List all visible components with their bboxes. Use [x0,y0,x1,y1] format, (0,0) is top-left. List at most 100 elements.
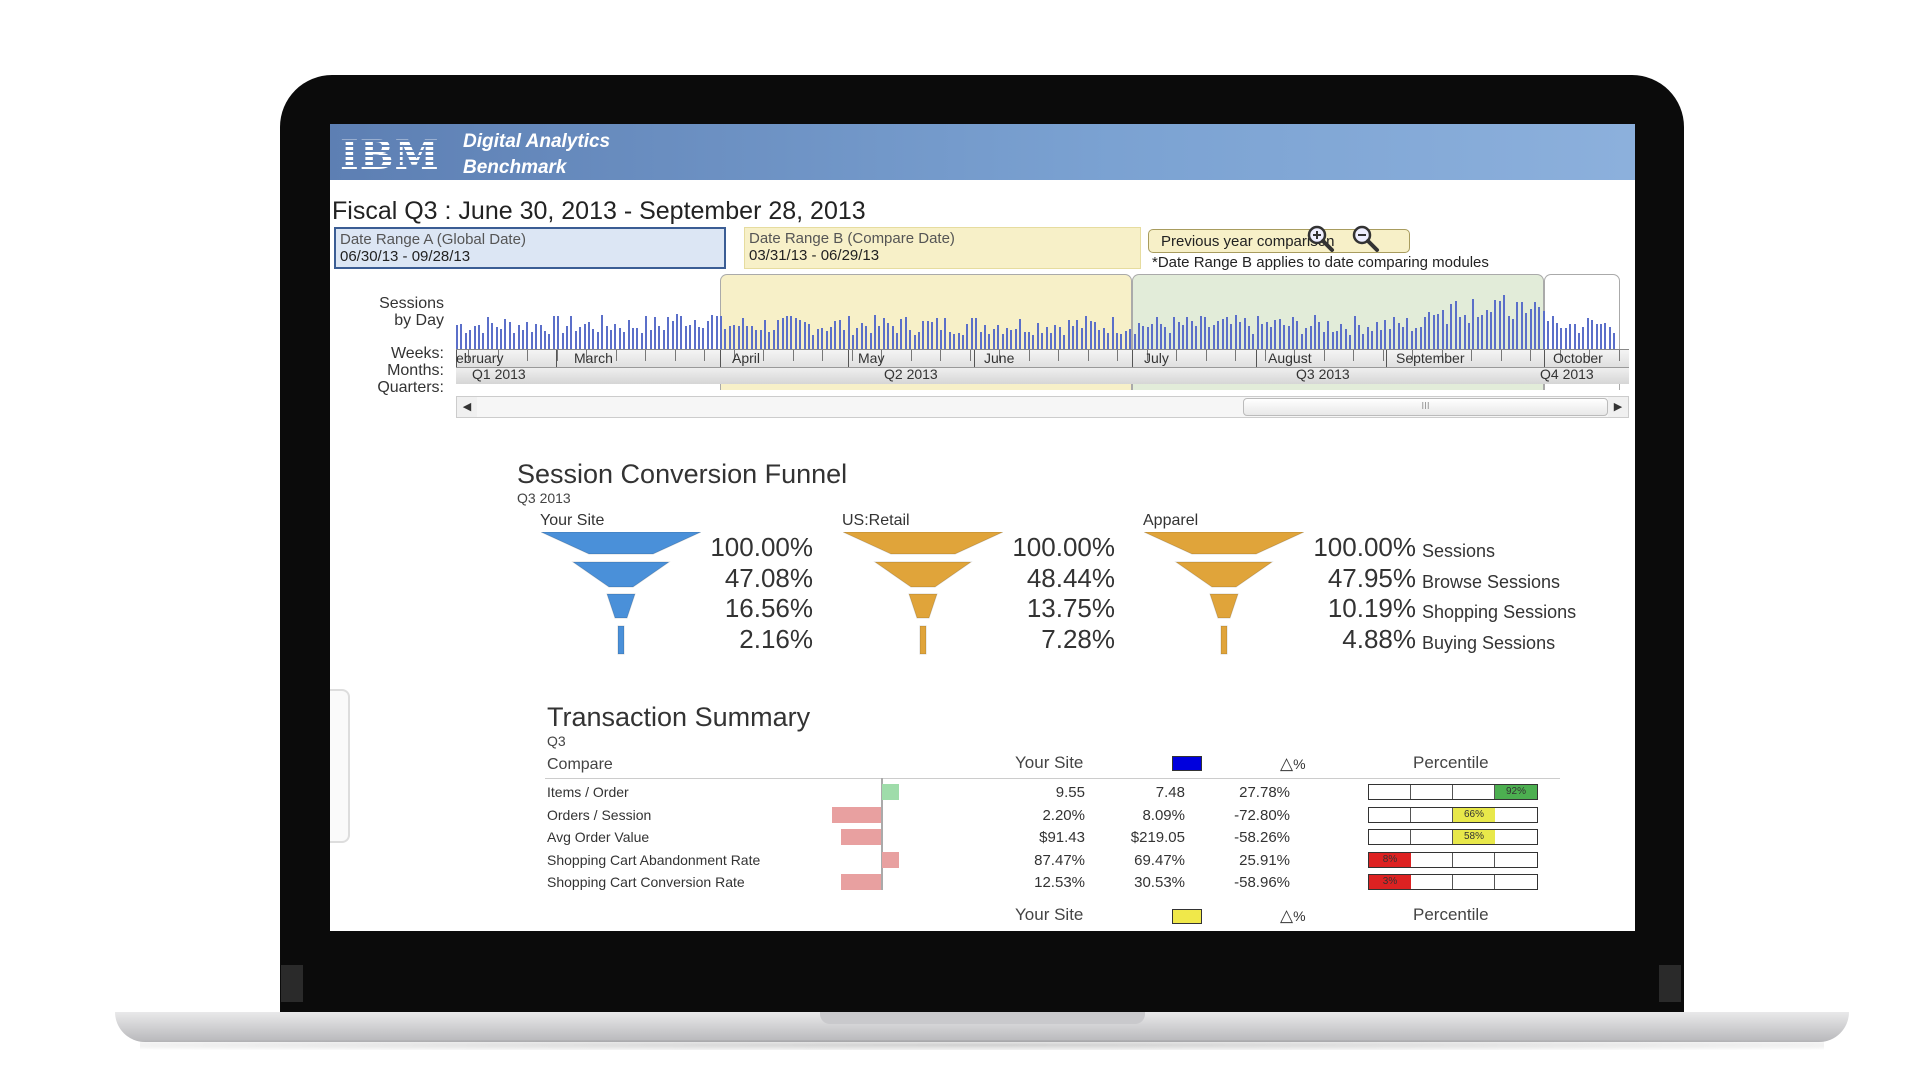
funnel-stage [908,593,938,619]
session-bar [1322,331,1325,349]
us-retail-percentages: 100.00% 48.44% 13.75% 7.28% [965,532,1115,654]
session-bar [1063,334,1066,349]
session-bar [1080,328,1083,349]
month-label: September [1396,350,1465,366]
funnel-stage [919,625,927,655]
funnel-stage-labels: Sessions Browse Sessions Shopping Sessio… [1422,536,1576,658]
session-bar [1028,331,1030,349]
session-bar [1212,325,1215,349]
week-tick [1117,350,1118,361]
session-bar [1045,326,1048,349]
your-site-value: 12.53% [1034,874,1085,891]
period-title: Fiscal Q3 : June 30, 2013 - September 28… [332,197,866,225]
session-bar [1287,326,1290,349]
month-label: June [984,350,1015,366]
session-bar [662,330,665,349]
session-bar [469,330,472,349]
session-bar [1591,320,1594,349]
session-bar [882,317,885,349]
session-bar [544,331,546,349]
session-bar [1410,331,1413,349]
session-bar [1058,326,1061,349]
scroll-right-icon[interactable]: ▶ [1608,397,1628,417]
session-bar [614,324,617,349]
delta-value: -58.26% [1234,829,1290,846]
session-bar [557,315,560,349]
sessions-timeline[interactable]: ebruary March April May June July August… [456,274,1629,394]
session-bar [1177,321,1180,349]
session-bar [865,326,868,349]
quarter-label: Q4 2013 [1540,366,1594,382]
session-bar [1472,298,1475,349]
table-row[interactable]: Shopping Cart Conversion Rate 12.53% 30.53… [330,872,1635,894]
session-bar [530,331,533,349]
stage-label: Buying Sessions [1422,632,1556,653]
session-bar [1459,317,1462,349]
session-bar [1375,321,1378,349]
scroll-thumb[interactable]: III [1243,398,1608,416]
side-panel-tab[interactable] [330,689,350,843]
session-bar [979,332,982,349]
session-bar [618,328,621,349]
session-bar [962,334,964,349]
week-tick [527,350,528,361]
session-bar [1573,323,1576,349]
week-tick [1028,350,1030,361]
your-site-header: Your Site [1015,753,1084,772]
session-bar [768,332,771,349]
transaction-summary-title: Transaction Summary [547,702,811,732]
delta-value: 27.78% [1239,784,1290,801]
session-bar [1551,315,1554,349]
table-row[interactable]: Items / Order 9.55 7.48 27.78% 92% [330,782,1635,804]
session-bar [473,326,476,349]
session-bar [918,331,920,349]
table-row[interactable]: Shopping Cart Abandonment Rate 87.47% 69.4… [330,850,1635,872]
session-bar [970,318,973,349]
weeks-axis [456,349,1629,368]
your-site-percentages: 100.00% 47.08% 16.56% 2.16% [663,532,813,654]
session-bar [698,327,700,349]
session-bar [1252,333,1255,349]
funnel-stage [541,532,701,555]
date-range-b[interactable]: Date Range B (Compare Date) 03/31/13 - 0… [744,227,1141,269]
table-row[interactable]: Orders / Session 2.20% 8.09% -72.80% 66% [330,805,1635,827]
session-bar [1019,319,1022,349]
month-tick [1544,350,1545,368]
ibm-logo: IBM [340,132,440,179]
date-range-b-value: 03/31/13 - 06/29/13 [749,247,880,264]
session-bar [1613,333,1616,349]
session-bar [1344,328,1347,349]
session-bar [1107,333,1110,349]
week-tick [910,350,912,361]
zoom-in-icon[interactable] [1305,223,1335,253]
compare-value: 7.48 [1155,784,1185,801]
session-bar [742,318,744,349]
session-bar [1402,327,1404,349]
session-bar [1538,306,1541,349]
session-bar [1120,333,1123,349]
session-bar [838,320,841,349]
date-range-a[interactable]: Date Range A (Global Date) 06/30/13 - 09… [334,227,726,269]
session-bar [1305,327,1308,349]
session-bar [1186,316,1189,349]
scroll-left-icon[interactable]: ◀ [457,397,477,417]
session-bar [1529,308,1532,349]
week-tick [1058,350,1059,361]
month-label: March [574,350,613,366]
session-bar [706,320,709,349]
table-row[interactable]: Avg Order Value $91.43 $219.05 -58.26% 58% [330,827,1635,849]
delta-footer-label: % [1293,908,1306,924]
delta-header: △% [1280,754,1306,774]
your-site-value: 9.55 [1055,784,1085,801]
apparel-percentages: 100.00% 47.95% 10.19% 4.88% [1266,532,1416,654]
session-bar [1023,332,1026,349]
compare-value: 69.47% [1134,851,1185,869]
session-bar [1146,327,1149,349]
session-bar [1155,316,1158,349]
session-bar [1366,327,1369,349]
session-bar [1362,334,1365,349]
timeline-scrollbar[interactable]: ◀ III ▶ [456,396,1629,418]
session-bar [632,327,634,349]
zoom-out-icon[interactable] [1350,223,1380,253]
session-bar [843,329,846,349]
